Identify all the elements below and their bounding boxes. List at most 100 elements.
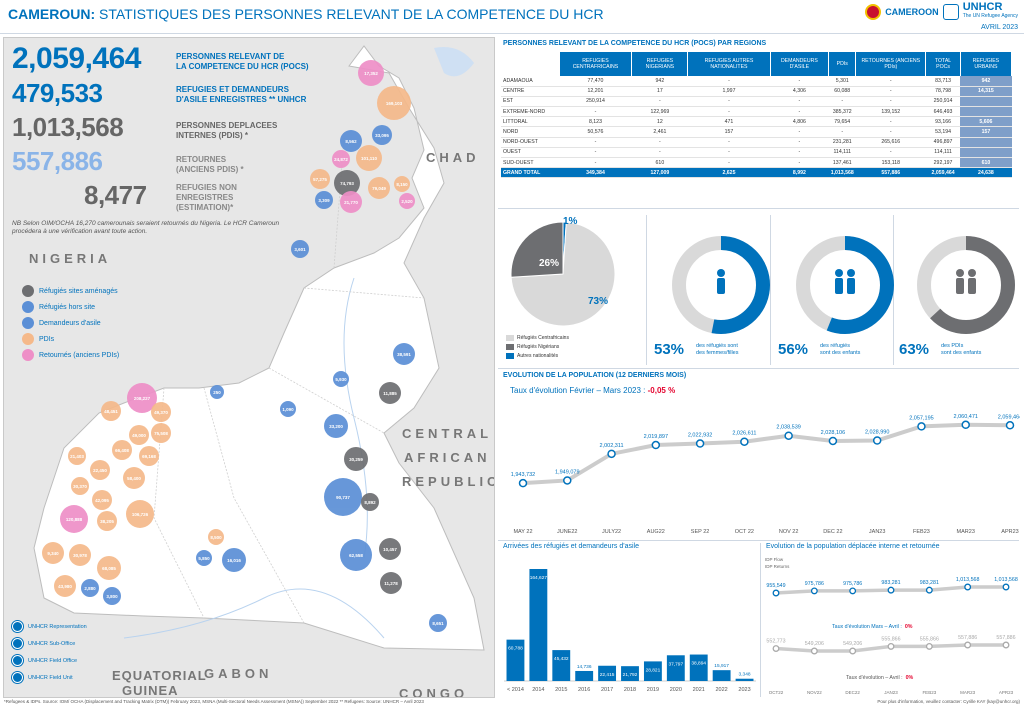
map-bubble[interactable]: 58,400 xyxy=(123,467,145,489)
map-bubble[interactable]: 2,520 xyxy=(399,193,415,209)
map-bubble[interactable]: 42,095 xyxy=(92,490,112,510)
idp-point[interactable] xyxy=(887,642,895,650)
map-bubble[interactable]: 250 xyxy=(210,385,224,399)
idp-point[interactable] xyxy=(925,642,933,650)
idp-point[interactable] xyxy=(1002,583,1010,591)
map-bubble[interactable]: 30,370 xyxy=(71,477,89,495)
kf-unregistered-label-3: (ESTIMATION)* xyxy=(176,203,234,212)
map-bubble[interactable]: 120,888 xyxy=(60,505,88,533)
idp-point[interactable] xyxy=(887,586,895,594)
arrival-bar[interactable] xyxy=(689,654,708,681)
map-bubble[interactable]: 2,880 xyxy=(81,579,99,597)
map-bubble[interactable]: 5,930 xyxy=(333,371,349,387)
arrival-bar[interactable] xyxy=(529,569,548,681)
arrival-bar[interactable] xyxy=(735,678,754,681)
idp-x-label: NOV22 xyxy=(807,690,822,695)
idp-point[interactable] xyxy=(849,587,857,595)
trend-point[interactable] xyxy=(917,422,926,431)
arrival-bar[interactable] xyxy=(575,670,594,681)
table-cell: - xyxy=(687,96,771,108)
map-bubble[interactable]: 30,259 xyxy=(344,447,368,471)
idp-point[interactable] xyxy=(1002,641,1010,649)
trend-point[interactable] xyxy=(695,439,705,448)
map-bubble[interactable]: 57,275 xyxy=(310,169,330,189)
map-bubble[interactable]: 9,340 xyxy=(42,542,64,564)
trend-point[interactable] xyxy=(651,440,661,450)
map-bubble[interactable]: 21,403 xyxy=(68,447,86,465)
map-bubble[interactable]: 8,150 xyxy=(394,176,410,192)
map-bubble[interactable]: 49,000 xyxy=(129,425,149,445)
map-bubble[interactable]: 22,450 xyxy=(90,460,110,480)
map-bubble[interactable]: 68,085 xyxy=(97,556,121,580)
arrival-bar[interactable] xyxy=(643,661,662,681)
idp-point[interactable] xyxy=(964,641,972,649)
map-bubble[interactable]: 66,408 xyxy=(112,440,132,460)
map-bubble[interactable]: 8,500 xyxy=(208,529,224,545)
map-bubble[interactable]: 33,095 xyxy=(372,125,392,145)
trend-point[interactable] xyxy=(1005,421,1015,430)
map-bubble[interactable]: 79,049 xyxy=(368,177,390,199)
map-bubble[interactable]: 16,016 xyxy=(222,548,246,572)
map-bubble[interactable]: 48,451 xyxy=(101,401,121,421)
map-bubble[interactable]: 10,457 xyxy=(379,538,401,560)
idp-point[interactable] xyxy=(849,647,857,655)
map-bubble[interactable]: 11,885 xyxy=(379,382,401,404)
map-bubble[interactable]: 69,168 xyxy=(139,446,159,466)
arrival-bar[interactable] xyxy=(621,666,639,681)
map-bubble[interactable]: 3,309 xyxy=(315,191,333,209)
trend-point[interactable] xyxy=(784,431,793,440)
map-bubble[interactable]: 43,980 xyxy=(54,575,76,597)
idp-point[interactable] xyxy=(810,647,818,655)
arrival-bar[interactable] xyxy=(712,670,731,681)
map-bubble[interactable]: 3,800 xyxy=(103,587,121,605)
map-bubble[interactable]: 17,352 xyxy=(358,60,384,86)
table-cell: 12 xyxy=(631,116,688,128)
pie-legend-label: Réfugiés Nigérians xyxy=(517,343,560,350)
trend-point[interactable] xyxy=(607,449,616,459)
arrival-bar[interactable] xyxy=(552,650,571,681)
trend-point[interactable] xyxy=(518,478,528,488)
trend-rate-text: Taux d'évolution Février – Mars 2023 : xyxy=(510,386,646,395)
trend-point[interactable] xyxy=(563,476,572,485)
idp-point[interactable] xyxy=(810,587,818,595)
map-bubble[interactable]: 11,278 xyxy=(380,572,402,594)
map-bubble[interactable]: 8,651 xyxy=(429,614,447,632)
map-bubble[interactable]: 1,090 xyxy=(280,401,296,417)
arrival-bar[interactable] xyxy=(506,639,525,681)
trend-value-label: 2,022,932 xyxy=(688,433,712,439)
map-bubble[interactable]: 49,370 xyxy=(151,402,171,422)
map-bubble[interactable]: 5,850 xyxy=(196,550,212,566)
kf-refugees-label: REFUGIES ET DEMANDEURS D'ASILE ENREGISTRE… xyxy=(176,85,306,105)
table-cell: - xyxy=(828,96,856,108)
map-panel[interactable]: CHAD NIGERIA CENTRAL AFRICAN REPUBLIC GA… xyxy=(3,37,495,698)
map-bubble[interactable]: 33,200 xyxy=(324,414,348,438)
header: CAMEROUN: STATISTIQUES DES PERSONNES REL… xyxy=(0,0,1024,34)
bar-category-label: 2016 xyxy=(578,687,590,693)
map-bubble[interactable]: 208,227 xyxy=(127,383,157,413)
map-bubble[interactable]: 30,978 xyxy=(69,544,91,566)
idp-point[interactable] xyxy=(925,586,933,594)
idp-value-label: 557,886 xyxy=(996,635,1015,641)
map-bubble[interactable]: 3,601 xyxy=(291,240,309,258)
map-bubble[interactable]: 21,770 xyxy=(340,191,362,213)
map-bubble[interactable]: 75,508 xyxy=(151,423,171,443)
map-bubble[interactable]: 169,103 xyxy=(377,86,411,120)
map-bubble[interactable]: 106,726 xyxy=(126,500,154,528)
arrival-bar[interactable] xyxy=(598,665,617,681)
trend-point[interactable] xyxy=(872,436,882,445)
map-bubble[interactable]: 90,737 xyxy=(324,478,362,516)
trend-point[interactable] xyxy=(740,437,749,446)
map-bubble[interactable]: 24,872 xyxy=(332,150,350,168)
map-bubble[interactable]: 101,110 xyxy=(356,145,382,171)
idp-point[interactable] xyxy=(964,583,972,591)
map-bubble[interactable]: 38,591 xyxy=(393,343,415,365)
arrival-bar[interactable] xyxy=(666,655,685,681)
map-bubble[interactable]: 8,562 xyxy=(340,130,362,152)
trend-point[interactable] xyxy=(961,420,970,430)
idp-point[interactable] xyxy=(772,645,780,652)
map-bubble[interactable]: 38,205 xyxy=(97,511,117,531)
trend-point[interactable] xyxy=(828,436,838,446)
idp-point[interactable] xyxy=(772,589,780,597)
map-bubble[interactable]: 62,558 xyxy=(340,539,372,571)
map-bubble[interactable]: 8,892 xyxy=(361,493,379,511)
